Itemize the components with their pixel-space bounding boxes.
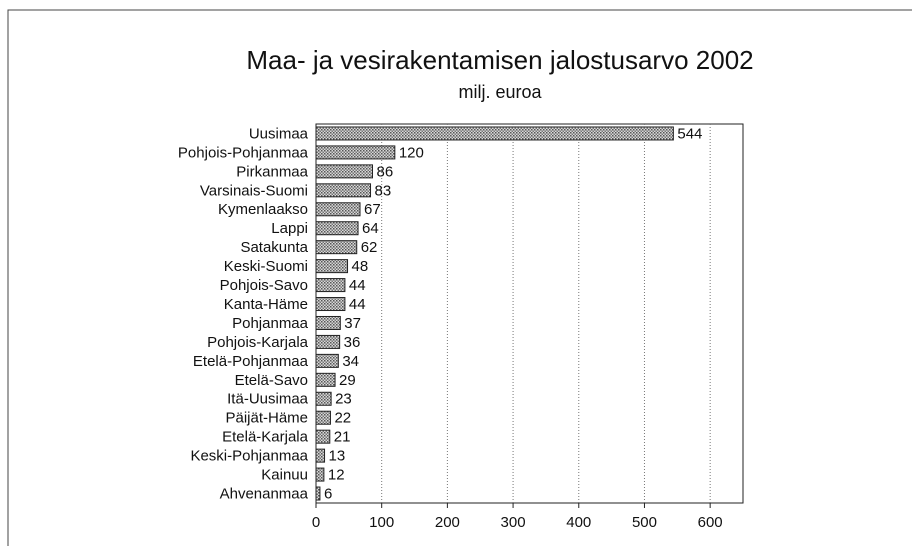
value-label: 21 (334, 429, 351, 446)
y-tick-label: Etelä-Karjala (222, 429, 309, 446)
bar (315, 391, 332, 406)
value-label: 37 (344, 315, 361, 332)
bar (315, 353, 339, 368)
value-label: 83 (375, 182, 392, 199)
value-label: 120 (399, 144, 424, 161)
bar (315, 202, 361, 217)
y-tick-label: Kainuu (261, 467, 308, 484)
y-tick-label: Pohjois-Pohjanmaa (178, 144, 309, 161)
value-label: 36 (344, 334, 361, 351)
bar (315, 164, 373, 179)
bar (315, 448, 326, 463)
value-label: 13 (329, 448, 346, 465)
y-tick-label: Päijät-Häme (225, 410, 308, 427)
chart-title: Maa- ja vesirakentamisen jalostusarvo 20… (246, 45, 753, 75)
value-label: 22 (334, 410, 351, 427)
y-tick-label: Lappi (271, 220, 308, 237)
value-label: 64 (362, 220, 379, 237)
bar (315, 334, 341, 349)
value-label: 34 (342, 353, 359, 370)
y-tick-label: Keski-Pohjanmaa (190, 448, 308, 465)
value-label: 44 (349, 277, 366, 294)
y-tick-label: Etelä-Pohjanmaa (193, 353, 309, 370)
bar (315, 259, 349, 274)
x-tick-label: 200 (435, 514, 460, 531)
value-label: 62 (361, 239, 378, 256)
bar (315, 467, 325, 482)
value-label: 29 (339, 372, 356, 389)
value-label: 67 (364, 201, 381, 218)
y-tick-label: Pohjois-Karjala (207, 334, 309, 351)
x-tick-label: 100 (369, 514, 394, 531)
bar (315, 221, 359, 236)
y-tick-label: Keski-Suomi (224, 258, 308, 275)
frame (7, 9, 912, 546)
bar (315, 429, 331, 444)
x-tick-label: 400 (566, 514, 591, 531)
y-tick-label: Itä-Uusimaa (227, 391, 309, 408)
bar (315, 372, 336, 387)
y-tick-label: Uusimaa (249, 125, 309, 142)
chart-subtitle: milj. euroa (458, 82, 542, 102)
value-label: 544 (677, 125, 702, 142)
y-tick-label: Pirkanmaa (236, 163, 308, 180)
value-label: 12 (328, 467, 345, 484)
plot-frame (315, 123, 744, 504)
x-tick-label: 500 (632, 514, 657, 531)
x-tick-label: 600 (698, 514, 723, 531)
value-label: 23 (335, 391, 352, 408)
bar (315, 126, 674, 141)
value-label: 6 (324, 485, 332, 502)
x-tick-label: 0 (312, 514, 320, 531)
y-tick-label: Satakunta (240, 239, 308, 256)
bar (315, 240, 358, 255)
y-tick-label: Pohjanmaa (232, 315, 309, 332)
y-tick-label: Kymenlaakso (218, 201, 308, 218)
y-tick-label: Kanta-Häme (224, 296, 308, 313)
bar (315, 297, 346, 312)
y-tick-label: Varsinais-Suomi (200, 182, 308, 199)
bar (315, 145, 396, 160)
x-tick-label: 300 (501, 514, 526, 531)
bar (315, 410, 331, 425)
y-tick-label: Pohjois-Savo (220, 277, 308, 294)
y-tick-label: Etelä-Savo (235, 372, 308, 389)
bar (315, 486, 321, 501)
bar (315, 183, 372, 198)
value-label: 86 (376, 163, 393, 180)
y-tick-label: Ahvenanmaa (220, 485, 309, 502)
bar (315, 315, 341, 330)
value-label: 44 (349, 296, 366, 313)
bar (315, 278, 346, 293)
value-label: 48 (352, 258, 369, 275)
